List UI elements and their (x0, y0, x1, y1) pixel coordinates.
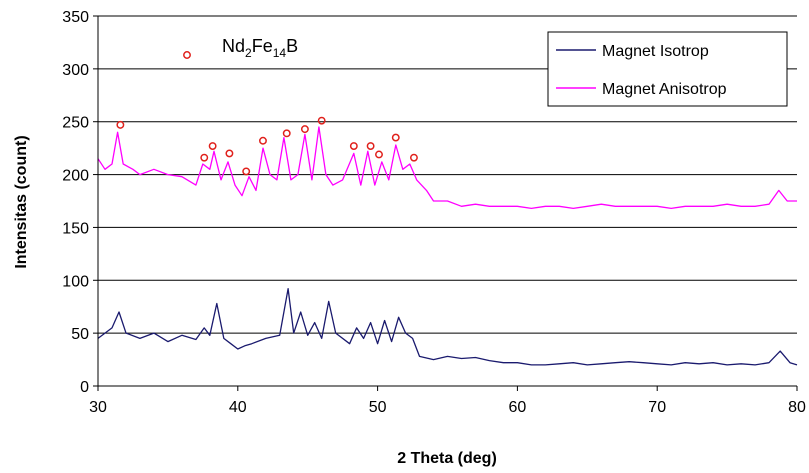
y-tick-label: 300 (62, 62, 89, 79)
peak-marker (116, 120, 125, 129)
y-tick-label: 100 (62, 273, 89, 290)
x-axis-title: 2 Theta (deg) (397, 450, 497, 467)
x-tick-label: 60 (509, 399, 527, 416)
peak-marker (409, 153, 418, 162)
axes (93, 15, 798, 391)
x-tick-label: 40 (229, 399, 247, 416)
peak-marker (317, 116, 326, 125)
y-tick-label: 0 (80, 379, 89, 396)
peak-marker (375, 150, 383, 159)
peak-marker (208, 142, 217, 150)
x-tick-label: 80 (788, 399, 806, 416)
peak-marker (225, 149, 234, 158)
peak-marker-layer (116, 116, 418, 176)
peak-marker (300, 125, 309, 134)
x-tick-label: 30 (89, 399, 107, 416)
legend-box (547, 31, 788, 107)
y-tick-label: 200 (62, 168, 89, 185)
y-tick-label: 250 (62, 115, 89, 132)
legend-label-isotrop: Magnet Isotrop (602, 43, 709, 60)
peak-marker (242, 167, 251, 176)
y-axis-title: Intensitas (count) (13, 135, 30, 268)
peak-marker (391, 133, 400, 142)
peak-marker (366, 142, 375, 150)
x-tick-label: 70 (648, 399, 666, 416)
y-tick-label: 50 (71, 326, 89, 343)
series-layer (97, 126, 798, 366)
tick-labels: 0 50 100 150 200 250 300 350 30 40 50 60 70 80 (62, 9, 806, 416)
peak-marker (200, 153, 209, 162)
peak-marker (259, 136, 267, 145)
gridlines (98, 15, 797, 334)
x-tick-label: 50 (369, 399, 387, 416)
annotation-label: Nd2Fe14B (222, 36, 298, 60)
y-tick-label: 350 (62, 9, 89, 26)
peak-marker (349, 142, 358, 150)
series-line-isotrop (97, 288, 798, 366)
series-line-anisotrop (97, 126, 797, 210)
legend-label-anisotrop: Magnet Anisotrop (602, 81, 727, 98)
peak-annotation: Nd2Fe14B (183, 36, 298, 60)
legend: Magnet Isotrop Magnet Anisotrop (547, 31, 788, 107)
open-circle-marker-icon (183, 51, 191, 59)
y-tick-label: 150 (62, 220, 89, 237)
peak-marker (282, 129, 291, 138)
